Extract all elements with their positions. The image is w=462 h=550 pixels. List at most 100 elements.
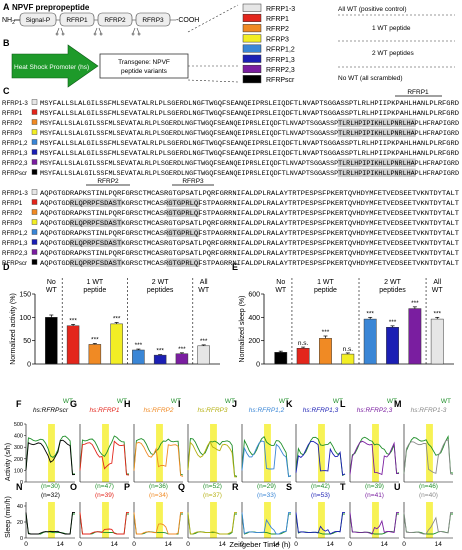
panel-letter: N [16, 482, 23, 492]
group-label-line: No [47, 279, 56, 286]
seq-row-name: RFRP1-3 [2, 190, 28, 197]
scissor-icons [55, 27, 141, 36]
seq-row-swatch [31, 209, 38, 215]
group-label-line: 2 WT [152, 279, 169, 286]
y-axis-label: Normalized activity (%) [10, 293, 17, 365]
legend-swatch [242, 44, 262, 53]
seq-row-name: RFRPscr [2, 260, 27, 267]
scissor-icon [55, 27, 65, 36]
wt-label: WT [63, 398, 73, 405]
significance-label: *** [389, 319, 397, 326]
panel-title: hs:RFRP1,3 [303, 407, 339, 414]
wt-activity-trace [241, 435, 292, 478]
panel-title: hs:RFRP1 [90, 407, 120, 414]
bar-RFRP1,3 [386, 327, 399, 365]
wt-activity-trace [187, 437, 238, 477]
seq-row-swatch [31, 159, 38, 165]
y-tick-label: 100 [14, 468, 23, 474]
seq-row-swatch [31, 169, 38, 175]
seq-row-name: RFRP2,3 [2, 250, 28, 257]
scrambled-region [69, 198, 122, 207]
group-label-line: WT [46, 287, 58, 294]
panel-letter: G [70, 399, 77, 409]
group-label-line: WT [275, 287, 287, 294]
group-label-line: 2 WT [384, 279, 401, 286]
wt-label: WT [225, 398, 235, 405]
x-tick-label: 0 [24, 541, 28, 548]
heat-shock-promoter-arrow [11, 44, 99, 88]
n-tg-label: (n=34) [149, 492, 168, 499]
legend-swatch [242, 34, 262, 43]
significance-label: *** [91, 336, 99, 343]
seq-row-name: RFRP1,3 [2, 240, 28, 247]
tg-sleep-trace [133, 511, 183, 535]
tg-sleep-trace [79, 511, 129, 535]
seq-row-name: RFRPscr [2, 170, 27, 177]
panel-letter: J [232, 399, 237, 409]
seq-row-swatch [31, 229, 38, 235]
panel-letter: I [178, 399, 181, 409]
seq-row-swatch [31, 189, 38, 195]
n-tg-label: (n=41) [365, 492, 384, 499]
bar-RFRP1,2 [132, 349, 145, 365]
significance-label: *** [178, 346, 186, 353]
significance-label: *** [113, 315, 121, 322]
group-label: All WT [432, 279, 444, 294]
seq-row-name: RFRP1 [2, 110, 23, 117]
group-label-line: peptides [379, 287, 406, 294]
group-label-line: peptide [314, 287, 337, 294]
group-label-line: All [433, 279, 441, 286]
n-tg-label: (n=40) [419, 492, 438, 499]
bar-RFRP1-3 [430, 318, 444, 365]
legend-group-all-wt: All WT (positive control) [338, 6, 407, 13]
x-tick-label: 0 [294, 541, 298, 548]
group-label-line: No [276, 279, 285, 286]
seq-row-swatch [31, 199, 38, 205]
segment-signal-p [19, 12, 57, 27]
x-tick-label: 0 [240, 541, 244, 548]
scrambled-region [166, 228, 200, 237]
sequence-block-1: RFRP1-3 MSYFALLSLALGILSSFMLSEVATALRLPLSGE… [2, 99, 459, 177]
promoter-label: Heat Shock Promoter (hs) [14, 64, 89, 71]
legend-swatch [242, 75, 262, 84]
group-label: No WT [275, 279, 287, 294]
bar-RFRP1 [66, 325, 80, 365]
legend-label: RFRP1 [266, 16, 289, 23]
seq-row-name: RFRP3 [2, 130, 23, 137]
n-tg-label: (n=53) [311, 492, 330, 499]
n-wt-label: (n=30) [41, 483, 60, 490]
group-label: 2 WT peptides [147, 279, 174, 294]
tg-sleep-trace [241, 511, 291, 535]
seq-row-swatch [31, 239, 38, 245]
transgene-label-2: peptide variants [121, 68, 168, 75]
bar-RFRP2,3 [408, 308, 422, 365]
bar-RFRP3 [341, 353, 355, 365]
seq-row-swatch [31, 259, 38, 265]
seq-row-swatch [31, 219, 38, 225]
n-wt-label: (n=29) [257, 483, 276, 490]
legend-label: RFRP1,3 [266, 57, 295, 64]
sequence-text: MSYFALLSLALGILSSFMLSEVATALRLPLSGERDLNGFT… [40, 140, 459, 147]
panel-title: hs:RFRP1-3 [411, 407, 447, 414]
y-tick-label: 0 [27, 362, 31, 369]
sleep-axis-label: Sleep (min/h) [5, 496, 12, 538]
y-tick-label: 0 [20, 536, 23, 542]
y-tick-label: 300 [14, 445, 23, 451]
group-label-line: 1 WT [86, 279, 103, 286]
bar-RFRP2 [88, 344, 102, 365]
y-tick-label: 100 [19, 315, 31, 322]
wt-label: WT [333, 398, 343, 405]
bar-RFRPscr [45, 317, 58, 365]
heat-shock-window [102, 424, 109, 482]
heat-shock-window [102, 502, 109, 538]
segment-rfrp3 [135, 12, 171, 27]
wt-activity-trace [349, 436, 400, 474]
legend-label: RFRP2,3 [266, 67, 295, 74]
heat-shock-window [156, 424, 163, 482]
sequence-text: MSYFALLSLALGILSSFMLSEVATALRLPLSGERDLNGFT… [40, 130, 459, 137]
panel-letter-b: B [3, 38, 10, 48]
significance-label: n.s. [298, 340, 309, 347]
significance-label: *** [156, 348, 164, 355]
wt-label: WT [387, 398, 397, 405]
